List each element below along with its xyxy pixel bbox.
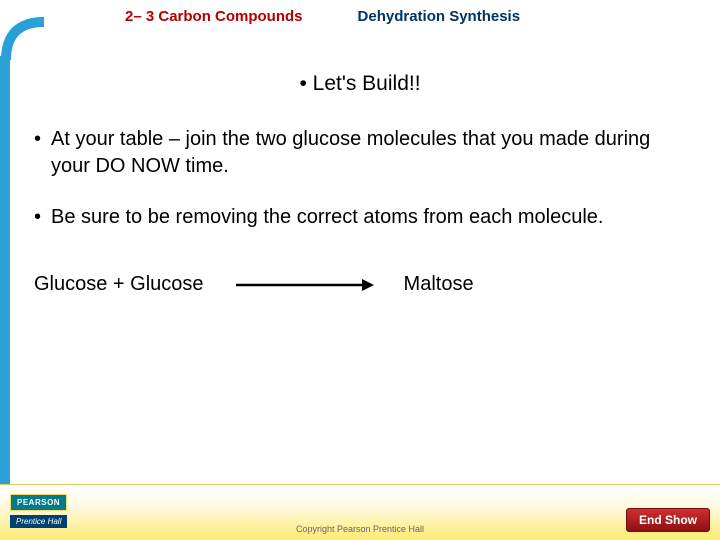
logo-pearson-text: PEARSON: [10, 494, 67, 511]
copyright-text: Copyright Pearson Prentice Hall: [296, 524, 424, 534]
footer-bar: PEARSON Prentice Hall Copyright Pearson …: [0, 484, 720, 540]
center-heading: • Let's Build!!: [30, 70, 690, 98]
end-show-button[interactable]: End Show: [626, 508, 710, 532]
bullet-dot: •: [34, 204, 41, 231]
bullet-text: At your table – join the two glucose mol…: [51, 126, 690, 180]
reaction-equation: Glucose + Glucose Maltose: [30, 271, 690, 298]
header: 2– 3 Carbon Compounds Dehydration Synthe…: [0, 8, 720, 25]
slide-topic: Dehydration Synthesis: [358, 8, 521, 25]
logo-prentice-text: Prentice Hall: [10, 515, 67, 528]
arrow-icon: [234, 275, 374, 295]
bullet-item: • Be sure to be removing the correct ato…: [30, 204, 690, 231]
bullet-item: • At your table – join the two glucose m…: [30, 126, 690, 180]
slide-container: 2– 3 Carbon Compounds Dehydration Synthe…: [0, 0, 720, 540]
section-number: 2– 3 Carbon Compounds: [125, 8, 303, 25]
equation-right: Maltose: [404, 271, 474, 298]
content-area: • Let's Build!! • At your table – join t…: [30, 70, 690, 298]
bullet-text: Be sure to be removing the correct atoms…: [51, 204, 603, 231]
publisher-logo: PEARSON Prentice Hall: [10, 492, 82, 532]
bullet-dot: •: [34, 126, 41, 180]
equation-left: Glucose + Glucose: [34, 271, 204, 298]
